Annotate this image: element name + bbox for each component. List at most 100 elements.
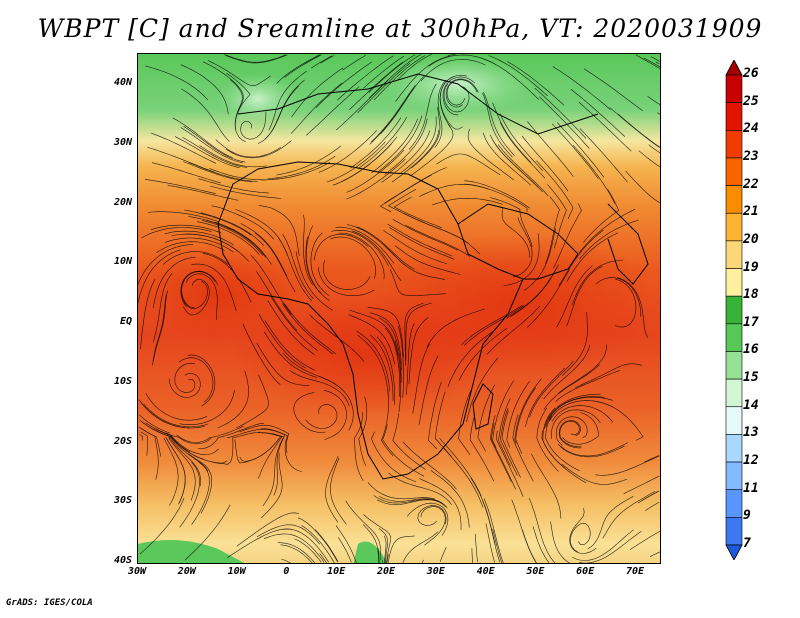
streamline (595, 277, 642, 317)
streamline (348, 314, 395, 365)
streamline (490, 423, 516, 490)
streamline (276, 145, 342, 176)
streamline (225, 54, 288, 64)
streamline (181, 271, 216, 308)
madagascar-coastline (472, 383, 494, 430)
streamline (338, 537, 352, 563)
streamline (159, 430, 202, 486)
streamline (350, 117, 402, 169)
streamline (420, 59, 486, 82)
streamline (325, 455, 339, 523)
colorbar-label: 23 (743, 148, 759, 164)
streamline (536, 160, 574, 220)
streamline (376, 336, 396, 405)
streamline (403, 212, 469, 244)
streamline (443, 83, 470, 113)
streamline (648, 144, 660, 154)
streamline (408, 83, 437, 150)
streamline (320, 55, 335, 64)
streamline (495, 430, 524, 497)
streamline (362, 524, 380, 563)
streamline (318, 375, 354, 431)
streamline (335, 226, 395, 264)
streamline (458, 388, 473, 456)
streamline (402, 531, 438, 563)
streamline (570, 522, 591, 553)
streamline (367, 307, 404, 358)
streamline (428, 381, 442, 450)
streamline (521, 135, 569, 192)
streamline (373, 495, 444, 505)
streamline (295, 251, 333, 311)
colorbar-segment (725, 351, 743, 380)
streamline (225, 140, 292, 159)
streamline (331, 229, 389, 267)
streamline (138, 414, 170, 434)
streamline (140, 278, 156, 350)
streamline (198, 422, 264, 449)
streamline (284, 54, 322, 79)
streamline (406, 502, 449, 536)
streamline (551, 409, 601, 439)
streamline (447, 54, 456, 57)
streamline (393, 196, 442, 229)
streamline (526, 269, 570, 328)
streamline (301, 525, 335, 563)
streamline (164, 230, 234, 246)
streamline (379, 496, 448, 509)
streamline (507, 61, 565, 106)
streamline (261, 453, 283, 519)
streamline (168, 373, 201, 398)
streamline (145, 65, 209, 101)
lat-label: 20S (113, 435, 132, 447)
streamline (290, 82, 343, 134)
streamline (256, 342, 310, 386)
streamline (466, 357, 499, 423)
streamline (277, 542, 316, 563)
streamline (172, 117, 233, 159)
streamline (210, 185, 281, 199)
streamline (185, 273, 218, 320)
lat-label: 30N (113, 136, 132, 148)
streamline (346, 158, 406, 200)
streamline (602, 491, 656, 539)
streamline (180, 280, 208, 310)
streamline (482, 500, 501, 563)
streamline (272, 433, 285, 496)
streamline (143, 403, 209, 428)
streamline (388, 472, 452, 505)
colorbar (725, 60, 743, 560)
streamline (637, 490, 659, 504)
streamline (578, 101, 632, 152)
streamline (643, 57, 660, 68)
streamline (138, 249, 181, 303)
streamline (368, 54, 422, 99)
colorbar-bottom-arrow (725, 544, 743, 560)
streamline (583, 188, 619, 243)
streamline (623, 475, 660, 494)
streamline (384, 118, 428, 175)
lat-label: 40S (113, 555, 132, 566)
streamline (384, 327, 401, 397)
streamline (217, 370, 249, 429)
map-panel (137, 53, 661, 564)
streamline (357, 116, 408, 170)
streamline (657, 112, 660, 115)
lat-label: 20N (113, 196, 132, 208)
streamline (256, 271, 298, 331)
streamline (215, 139, 281, 158)
streamline (617, 113, 660, 148)
lon-label: 30W (127, 566, 147, 577)
streamline (376, 499, 446, 508)
streamline (313, 234, 369, 261)
streamline (434, 79, 447, 148)
streamline (236, 374, 269, 429)
streamline (370, 312, 402, 371)
colorbar-segment (725, 295, 743, 325)
streamline (176, 425, 244, 443)
streamline (562, 312, 588, 377)
streamline (583, 68, 643, 111)
streamline (629, 530, 660, 550)
streamline (572, 259, 623, 305)
streamline (439, 438, 482, 497)
